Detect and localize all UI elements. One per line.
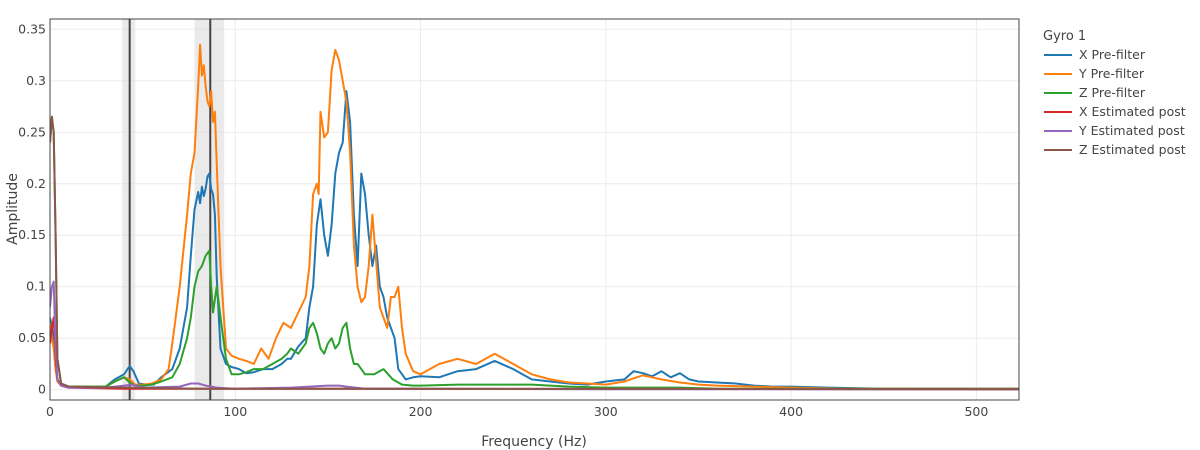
y-tick-label: 0.15 [18, 227, 46, 242]
x-tick-label: 0 [46, 404, 54, 419]
series-line-z-estimated-post [50, 115, 1019, 391]
x-axis-title: Frequency (Hz) [481, 434, 587, 450]
y-axis-ticks: 0 0.05 0.1 0.15 0.2 0.25 0.3 0.35 [18, 21, 46, 396]
legend-item-z-pre-filter: Z Pre-filter [1079, 85, 1146, 100]
y-tick-label: 0.05 [18, 330, 46, 345]
x-tick-label: 200 [409, 404, 433, 419]
legend-item-y-pre-filter: Y Pre-filter [1078, 66, 1145, 81]
plot-frame [49, 18, 1020, 401]
x-tick-label: 100 [223, 404, 247, 419]
legend-item-y-estimated-post: Y Estimated post [1078, 123, 1185, 138]
y-tick-label: 0 [38, 382, 46, 397]
x-tick-label: 400 [779, 404, 803, 419]
series-line-y-estimated-post [50, 280, 1019, 391]
series-lines [50, 43, 1019, 391]
legend: Gyro 1 X Pre-filter Y Pre-filter Z Pre-fil… [1043, 29, 1186, 157]
legend-title: Gyro 1 [1043, 29, 1086, 44]
x-tick-label: 500 [964, 404, 988, 419]
plot-border [49, 18, 1020, 401]
series-line-x-pre-filter [50, 90, 1019, 390]
legend-item-x-pre-filter: X Pre-filter [1079, 47, 1146, 62]
y-tick-label: 0.2 [26, 176, 46, 191]
y-tick-label: 0.3 [26, 73, 46, 88]
y-tick-label: 0.1 [26, 279, 46, 294]
y-tick-label: 0.25 [18, 124, 46, 139]
series-line-y-pre-filter [50, 43, 1019, 390]
x-tick-label: 300 [594, 404, 618, 419]
legend-item-x-estimated-post: X Estimated post [1079, 104, 1186, 119]
legend-item-z-estimated-post: Z Estimated post [1079, 142, 1186, 157]
y-axis-title: Amplitude [5, 173, 21, 245]
y-tick-label: 0.35 [18, 21, 46, 36]
x-axis-ticks: 0 100 200 300 400 500 [46, 404, 988, 419]
